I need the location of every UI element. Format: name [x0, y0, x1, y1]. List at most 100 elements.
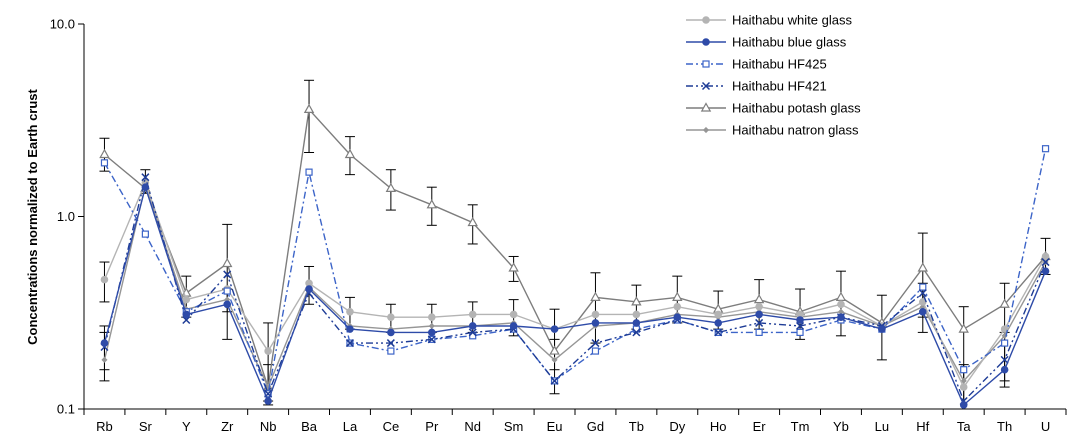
legend-item: Haithabu natron glass — [686, 123, 859, 138]
data-point — [591, 319, 600, 327]
legend-marker — [701, 81, 711, 91]
data-point — [386, 339, 395, 348]
data-point — [917, 262, 929, 272]
data-point — [549, 345, 560, 355]
data-point — [223, 270, 232, 279]
data-point — [959, 401, 968, 409]
x-tick-label: Rb — [96, 419, 113, 434]
series-layer — [99, 103, 1051, 409]
x-tick-label: Gd — [587, 419, 604, 434]
series-line — [103, 180, 1047, 389]
data-point — [550, 325, 559, 333]
data-point — [551, 356, 558, 363]
data-point — [835, 291, 847, 301]
data-point — [673, 302, 682, 311]
data-point — [958, 323, 969, 333]
legend-marker — [702, 126, 710, 134]
data-point — [468, 322, 477, 330]
y-tick-label: 1.0 — [57, 209, 75, 224]
data-point — [1041, 267, 1050, 275]
data-point — [264, 397, 272, 405]
series-line — [103, 184, 1047, 407]
error-bar — [304, 79, 315, 154]
x-tick-label: Tm — [791, 419, 810, 434]
legend-item: Haithabu HF421 — [686, 79, 827, 94]
data-point — [1001, 339, 1009, 347]
x-tick-label: Nb — [260, 419, 277, 434]
series-haithabu-white-glass — [100, 178, 1050, 391]
data-point — [1000, 325, 1009, 333]
data-point — [878, 325, 886, 333]
legend-marker — [702, 38, 710, 46]
data-point — [427, 328, 436, 337]
data-point — [305, 285, 313, 293]
series-haithabu-blue-glass — [100, 183, 1050, 409]
data-point — [591, 347, 600, 355]
legend-label: Haithabu natron glass — [732, 123, 859, 138]
x-tick-label: Eu — [547, 419, 563, 434]
data-point — [919, 283, 927, 291]
x-tick-label: Ce — [383, 419, 400, 434]
y-tick-label: 0.1 — [57, 402, 75, 417]
y-axis-title: Concentrations normalized to Earth crust — [25, 88, 40, 344]
data-point — [387, 313, 395, 321]
x-tick-label: Tb — [629, 419, 644, 434]
legend-item: Haithabu white glass — [686, 13, 852, 28]
series-haithabu-natron-glass — [101, 182, 1049, 391]
data-point — [426, 199, 438, 209]
series-line — [103, 182, 1047, 389]
data-point — [796, 321, 805, 330]
data-point — [755, 318, 764, 327]
data-point — [223, 300, 232, 309]
x-tick-label: Yb — [833, 419, 849, 434]
legend-label: Haithabu potash glass — [732, 101, 861, 116]
data-point — [100, 275, 109, 284]
data-point — [714, 310, 723, 319]
data-point — [632, 328, 641, 337]
chart-legend: Haithabu white glass Haithabu blue glass H… — [686, 13, 861, 138]
legend-item: Haithabu potash glass — [686, 101, 861, 116]
data-point — [385, 182, 397, 192]
legend-marker — [702, 60, 710, 68]
data-point — [590, 291, 601, 301]
legend-label: Haithabu HF421 — [732, 79, 827, 94]
data-point — [344, 148, 356, 159]
y-tick-label: 10.0 — [50, 17, 75, 32]
data-point — [467, 216, 478, 227]
data-point — [959, 383, 968, 391]
data-point — [141, 183, 150, 191]
data-point — [303, 103, 315, 114]
data-point — [468, 328, 477, 337]
data-point — [837, 300, 845, 309]
data-point — [796, 328, 804, 336]
data-point — [387, 347, 395, 355]
data-point — [345, 339, 354, 348]
x-tick-label: Y — [182, 419, 191, 434]
data-point — [427, 313, 436, 321]
legend-marker — [700, 102, 712, 112]
x-tick-label: Pr — [425, 419, 439, 434]
series-line — [104, 107, 1047, 388]
data-point — [427, 335, 436, 344]
data-point — [100, 339, 109, 347]
legend-label: Haithabu white glass — [732, 13, 852, 28]
data-point — [755, 328, 763, 336]
legend-label: Haithabu blue glass — [732, 35, 847, 50]
data-point — [346, 325, 354, 333]
data-point — [264, 347, 272, 355]
x-tick-label: Th — [997, 419, 1012, 434]
data-point — [305, 168, 313, 176]
x-tick-label: Sm — [504, 419, 524, 434]
data-point — [672, 291, 683, 301]
data-point — [346, 307, 354, 316]
series-haithabu-potash-glass — [99, 103, 1051, 391]
data-point — [141, 173, 150, 182]
data-point — [918, 307, 927, 316]
data-point — [508, 262, 519, 272]
data-point — [631, 296, 642, 306]
data-point — [591, 339, 600, 348]
data-point — [755, 302, 763, 311]
x-tick-label: Nd — [464, 419, 481, 434]
data-point — [960, 366, 968, 374]
